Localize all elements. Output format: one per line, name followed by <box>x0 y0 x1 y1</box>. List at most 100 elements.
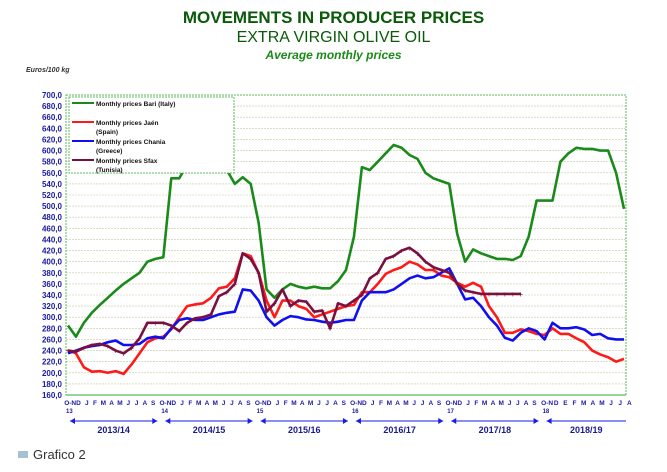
legend-label: Monthly prices Sfax (Tunisia) <box>96 158 158 174</box>
x-tick-label: J <box>618 400 622 407</box>
y-tick-label: 200,0 <box>42 369 63 378</box>
x-tick-label: D <box>267 400 272 407</box>
arrow-head-right-icon <box>533 418 539 424</box>
series-marker: + <box>89 341 94 350</box>
legend-label: Monthly prices Chania (Greece) <box>96 139 166 155</box>
x-tick-label: M <box>499 400 504 407</box>
caption-marker-icon <box>18 451 28 458</box>
x-tick-label: J <box>180 400 184 407</box>
series-marker: + <box>129 344 134 353</box>
series-line-0 <box>66 143 626 338</box>
season-label: 2013/14 <box>97 425 130 435</box>
x-tick-label: J <box>421 400 425 407</box>
x-tick-label: J <box>325 400 329 407</box>
x-tick-label: D <box>76 400 81 407</box>
series-marker: + <box>447 269 452 278</box>
series-marker: + <box>193 314 198 323</box>
x-tick-label: M <box>101 400 106 407</box>
x-year-mark: 17 <box>447 409 454 415</box>
series-marker: + <box>407 244 412 253</box>
season-label: 2015/16 <box>288 425 321 435</box>
x-tick-label: F <box>573 400 577 407</box>
series-marker: + <box>375 269 380 278</box>
series-marker: + <box>74 348 79 357</box>
series-marker: + <box>391 252 396 261</box>
x-year-mark: 16 <box>352 409 359 415</box>
x-tick-label: A <box>428 400 433 407</box>
x-tick-label: M <box>196 400 201 407</box>
x-tick-label: F <box>284 400 288 407</box>
x-tick-label: O-N <box>64 400 76 407</box>
arrow-head-left-icon <box>260 418 266 424</box>
series-marker: + <box>225 288 230 297</box>
series-marker: + <box>272 299 277 308</box>
y-tick-label: 580,0 <box>42 158 63 167</box>
y-tick-label: 360,0 <box>42 280 63 289</box>
series-marker: + <box>510 290 515 299</box>
x-tick-label: S <box>342 400 347 407</box>
series-marker: + <box>367 274 372 283</box>
y-tick-label: 180,0 <box>42 380 63 389</box>
season-label: 2018/19 <box>570 425 603 435</box>
series-line-3 <box>67 246 521 355</box>
series-marker: + <box>232 280 237 289</box>
x-tick-label: M <box>482 400 487 407</box>
series-marker: + <box>145 319 150 328</box>
x-tick-label: F <box>93 400 97 407</box>
y-tick-label: 660,0 <box>42 113 63 122</box>
series-marker: + <box>161 319 166 328</box>
x-tick-label: M <box>291 400 296 407</box>
series-marker: + <box>137 334 142 343</box>
y-tick-label: 700,0 <box>42 91 63 100</box>
x-tick-label: M <box>213 400 218 407</box>
series-marker: + <box>495 290 500 299</box>
series-marker: + <box>479 290 484 299</box>
series-marker: + <box>471 288 476 297</box>
x-tick-label: J <box>412 400 416 407</box>
x-tick-label: J <box>508 400 512 407</box>
arrow-head-left-icon <box>355 418 361 424</box>
x-year-mark: 15 <box>257 409 264 415</box>
x-tick-label: S <box>246 400 251 407</box>
y-tick-label: 440,0 <box>42 235 63 244</box>
x-year-mark: 13 <box>66 409 73 415</box>
series-marker: + <box>153 319 158 328</box>
chart-subtitle-2: Average monthly prices <box>265 48 402 62</box>
y-tick-label: 460,0 <box>42 224 63 233</box>
legend-label: Monthly prices Bari (Italy) <box>96 101 175 108</box>
series-marker: + <box>518 290 523 299</box>
series-marker: + <box>503 290 508 299</box>
x-tick-label: O-N <box>255 400 267 407</box>
caption-text: Grafico 2 <box>33 447 86 462</box>
x-tick-label: O-N <box>160 400 172 407</box>
x-tick-label: A <box>590 400 595 407</box>
series-marker: + <box>264 308 269 317</box>
x-tick-label: A <box>109 400 114 407</box>
x-tick-label: J <box>85 400 89 407</box>
x-tick-label: D <box>362 400 367 407</box>
series-marker: + <box>82 344 87 353</box>
y-tick-label: 300,0 <box>42 313 63 322</box>
y-tick-label: 340,0 <box>42 291 63 300</box>
series-marker: + <box>169 322 174 331</box>
y-tick-label: 680,0 <box>42 102 63 111</box>
series-marker: + <box>201 313 206 322</box>
season-label: 2017/18 <box>479 425 512 435</box>
x-tick-label: J <box>222 400 226 407</box>
x-tick-label: M <box>117 400 122 407</box>
x-year-mark: 14 <box>161 409 168 415</box>
y-tick-label: 520,0 <box>42 191 63 200</box>
x-tick-label: D <box>457 400 462 407</box>
x-tick-label: J <box>276 400 280 407</box>
series-marker: + <box>113 347 118 356</box>
series-marker: + <box>320 307 325 316</box>
y-tick-label: 220,0 <box>42 358 63 367</box>
x-tick-label: O-N <box>541 400 553 407</box>
x-tick-label: J <box>466 400 470 407</box>
y-tick-label: 320,0 <box>42 302 63 311</box>
series-marker: + <box>431 263 436 272</box>
arrow-head-left-icon <box>70 418 75 424</box>
x-tick-label: A <box>143 400 148 407</box>
